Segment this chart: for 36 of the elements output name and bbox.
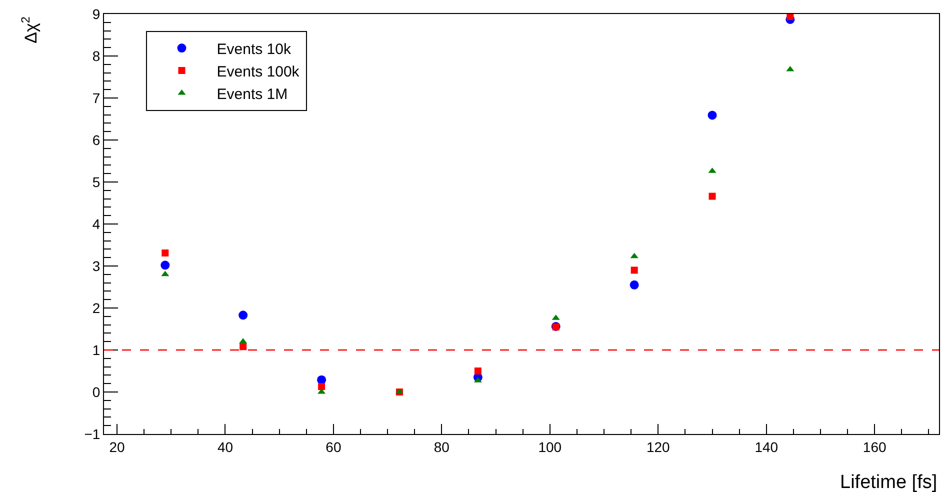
x-tick-label: 100 <box>538 438 562 455</box>
x-tick-label: 160 <box>862 438 886 455</box>
y-tick-label: 6 <box>92 132 100 148</box>
point <box>161 270 170 276</box>
y-tick-label: 5 <box>92 174 100 190</box>
x-tick-label: 80 <box>434 438 450 455</box>
x-tick-label: 40 <box>217 438 234 455</box>
point <box>318 383 326 390</box>
point <box>708 110 717 120</box>
point <box>160 260 170 270</box>
point <box>630 252 638 258</box>
point <box>630 266 638 274</box>
y-tick-label: 0 <box>92 384 100 400</box>
point <box>786 66 794 72</box>
y-tick-label: 4 <box>92 216 100 232</box>
y-tick-label: 2 <box>92 300 100 316</box>
point <box>240 343 247 350</box>
y-tick-label: 3 <box>92 258 100 274</box>
legend-label: Events 10k <box>216 40 292 58</box>
y-tick-label: 8 <box>92 48 100 64</box>
x-tick-label: 60 <box>326 438 342 455</box>
y-tick-label: 7 <box>92 90 100 106</box>
point <box>474 368 482 374</box>
point <box>708 192 716 200</box>
legend-label: Events 100k <box>216 63 300 80</box>
x-tick-label: 20 <box>109 438 125 455</box>
x-axis-title: Lifetime [fs] <box>840 472 938 492</box>
y-tick-label: −1 <box>84 426 100 442</box>
x-tick-label: 120 <box>646 438 670 455</box>
y-tick-label: 1 <box>92 342 100 358</box>
point <box>238 310 248 320</box>
point <box>162 249 169 256</box>
point <box>630 280 639 290</box>
y-tick-label: 9 <box>92 6 100 22</box>
x-tick-label: 140 <box>754 438 778 455</box>
legend-label: Events 1M <box>216 86 288 103</box>
